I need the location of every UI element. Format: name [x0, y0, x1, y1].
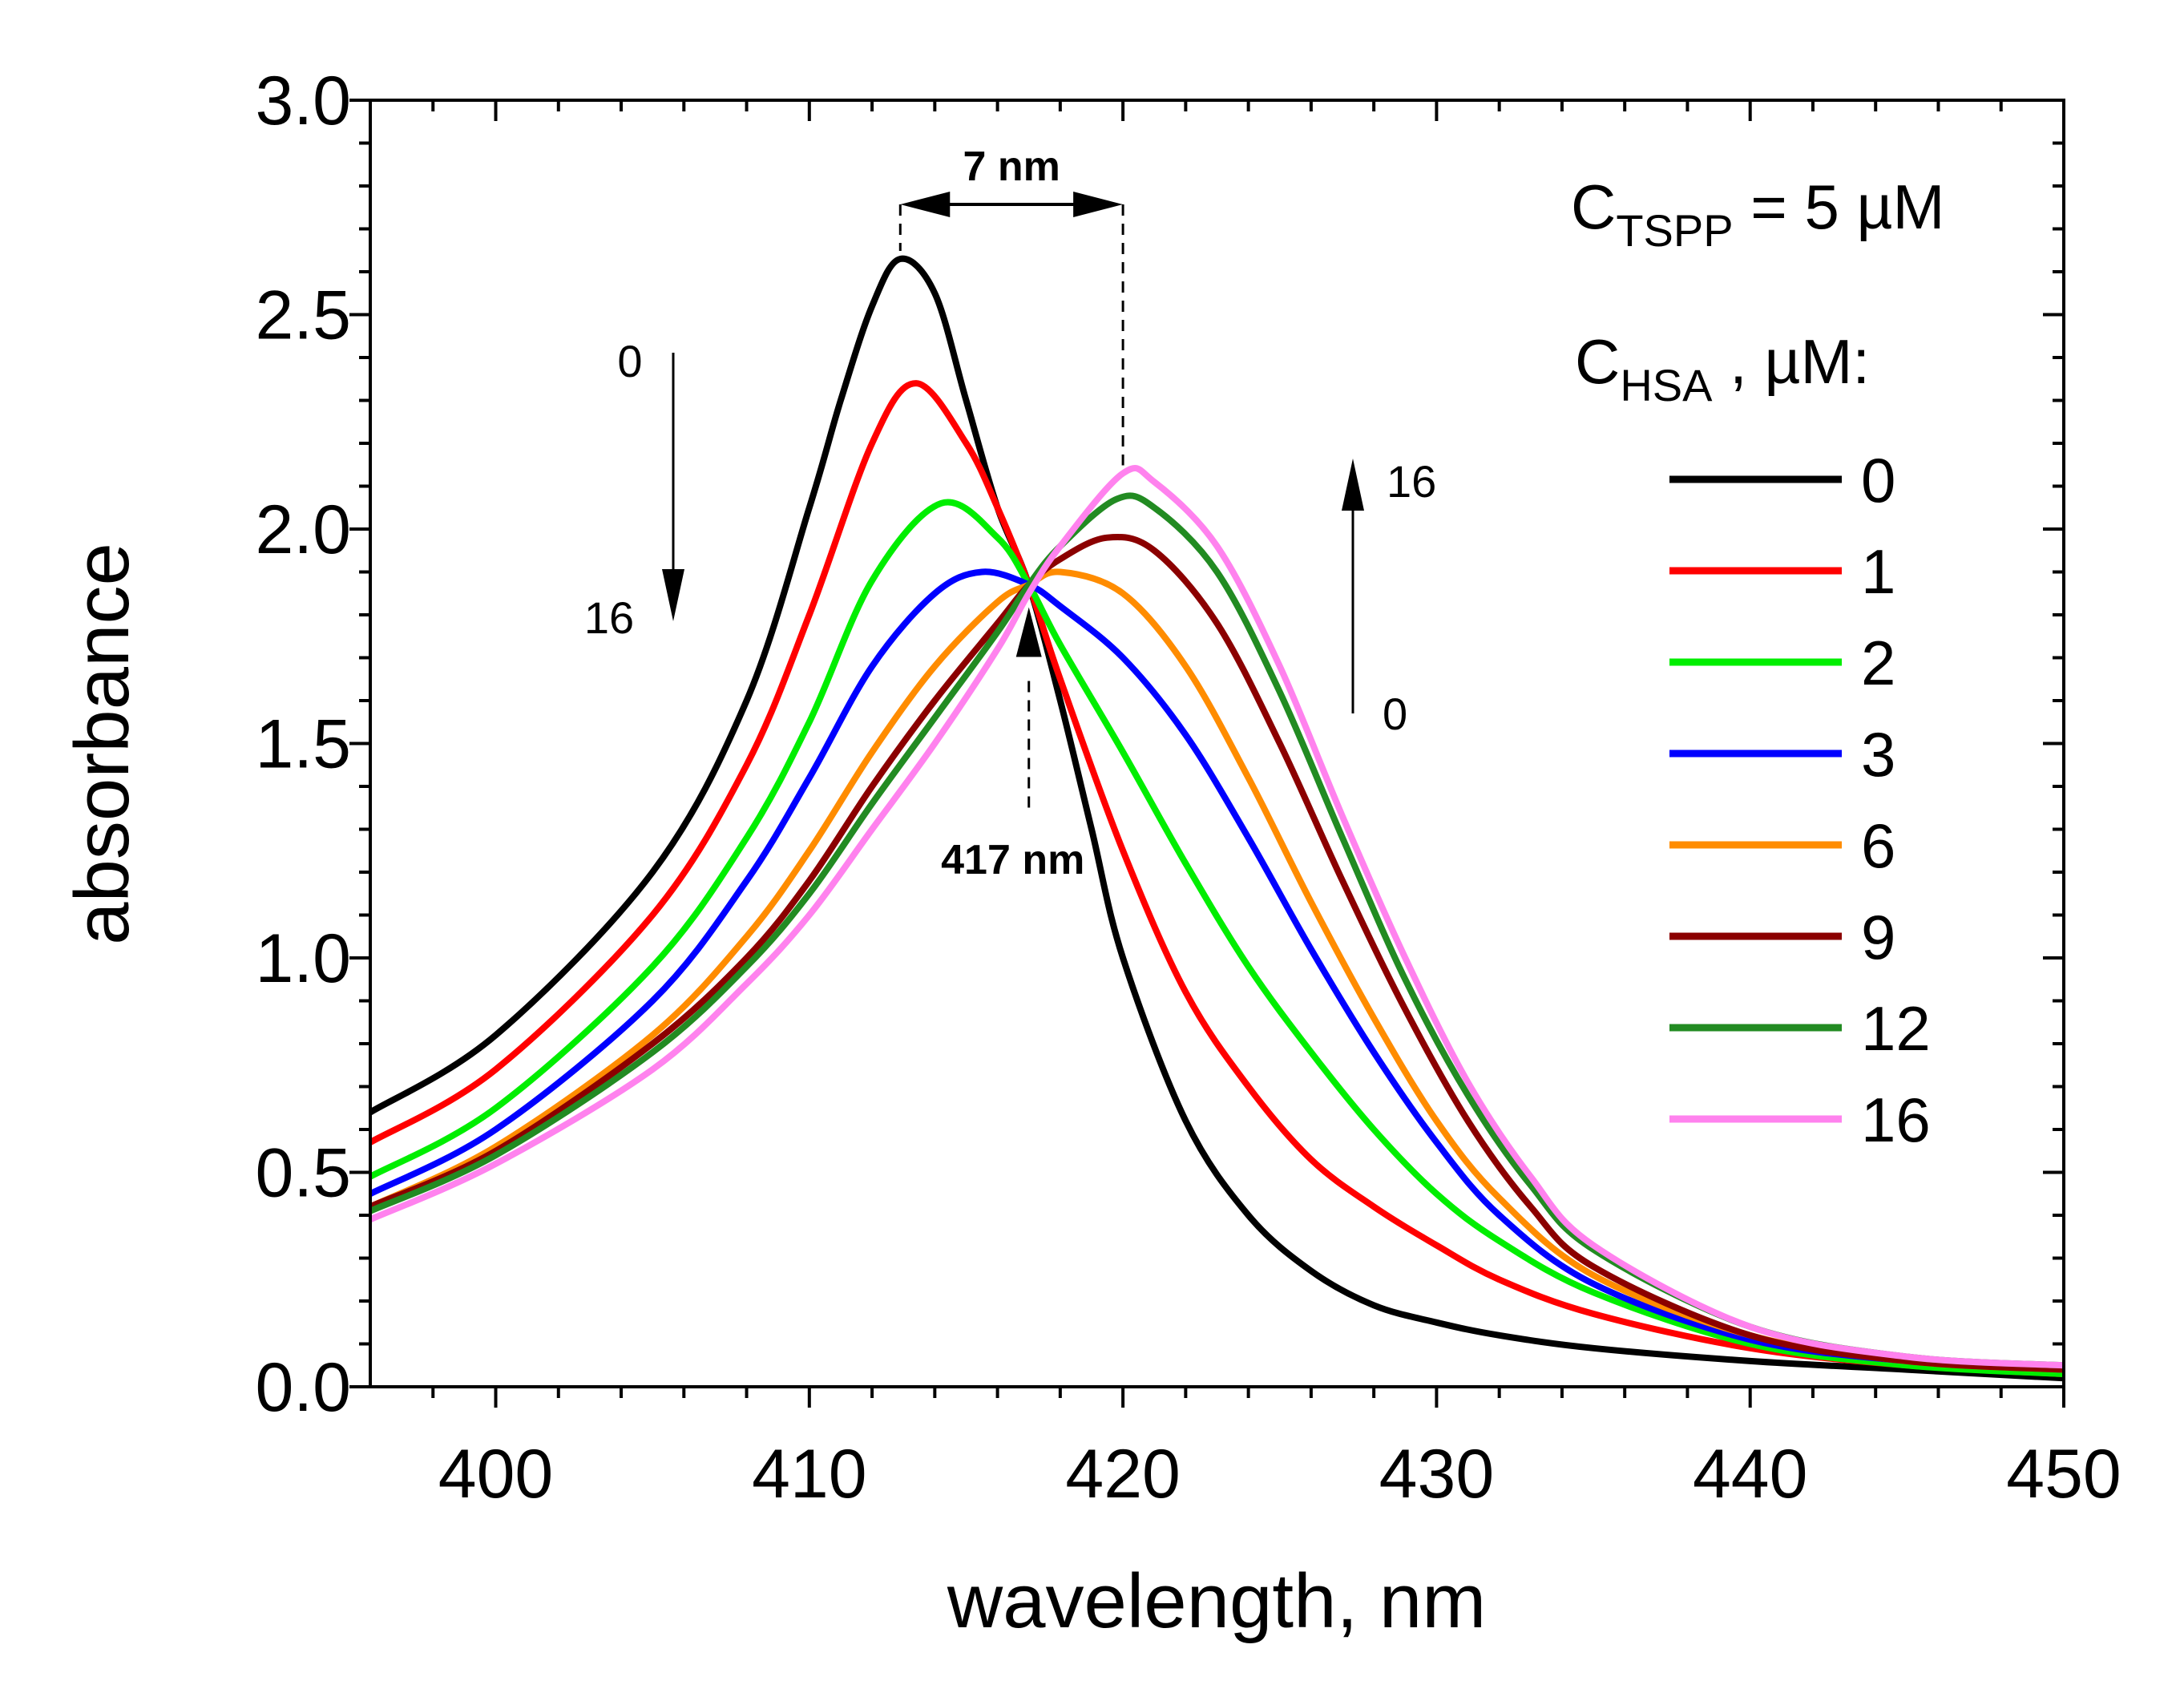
y-tick-label: 2.0	[255, 491, 351, 568]
annotations	[662, 192, 1364, 810]
legend-label-2: 2	[1861, 628, 1895, 698]
y-tick-label: 3.0	[255, 63, 351, 139]
increase-arrow-head	[1342, 459, 1364, 511]
arrow-down-bottom-label: 16	[584, 592, 634, 643]
legend-label-0: 0	[1861, 445, 1895, 515]
shift-arrow-head-left	[900, 192, 951, 217]
x-tick-label: 450	[2006, 1436, 2121, 1513]
series-line-3	[370, 568, 2064, 1373]
series-line-6	[370, 568, 2064, 1373]
series-line-12	[370, 492, 2064, 1369]
legend-label-9: 9	[1861, 902, 1895, 972]
curves	[370, 255, 2064, 1382]
x-tick-label: 440	[1693, 1436, 1808, 1513]
legend-title: CHSA , µM:	[1575, 326, 1870, 410]
shift-arrow-head-right	[1073, 192, 1124, 217]
y-tick-label: 0.0	[255, 1349, 351, 1426]
x-tick-label: 430	[1379, 1436, 1495, 1513]
x-tick-label: 400	[438, 1436, 554, 1513]
arrow-up-bottom-label: 0	[1383, 689, 1407, 739]
isosbestic-label: 417 nm	[941, 837, 1084, 883]
axis-ticks	[349, 99, 2065, 1408]
series-line-2	[370, 499, 2064, 1377]
series-line-0	[370, 255, 2064, 1382]
x-axis-title: wavelength, nm	[947, 1558, 1486, 1644]
legend-label-3: 3	[1861, 719, 1895, 790]
plot-frame	[369, 99, 2065, 1388]
arrow-down-top-label: 0	[617, 336, 642, 386]
decrease-arrow-head	[662, 569, 684, 621]
isosbestic-arrow-head	[1015, 607, 1042, 657]
y-tick-label: 1.5	[255, 706, 351, 783]
x-tick-label: 410	[752, 1436, 867, 1513]
legend-label-6: 6	[1861, 810, 1895, 881]
legend-label-1: 1	[1861, 536, 1895, 607]
y-tick-label: 1.0	[255, 920, 351, 997]
legend-label-12: 12	[1861, 993, 1931, 1064]
shift-label: 7 nm	[963, 143, 1060, 190]
arrow-up-top-label: 16	[1387, 456, 1436, 507]
y-tick-label: 2.5	[255, 277, 351, 354]
y-tick-label: 0.5	[255, 1135, 351, 1212]
y-axis-title: absorbance	[59, 543, 145, 945]
series-line-1	[370, 380, 2064, 1377]
tick-labels: 400 410 420 430 440 450 0.0 0.5 1.0 1.5 2.0 2.5 3.0	[255, 63, 2121, 1513]
tspp-concentration-label: CTSPP = 5 µM	[1571, 172, 1944, 256]
series-line-9	[370, 533, 2064, 1373]
legend-label-16: 16	[1861, 1085, 1931, 1155]
x-tick-label: 420	[1065, 1436, 1181, 1513]
series-line-16	[370, 465, 2064, 1369]
